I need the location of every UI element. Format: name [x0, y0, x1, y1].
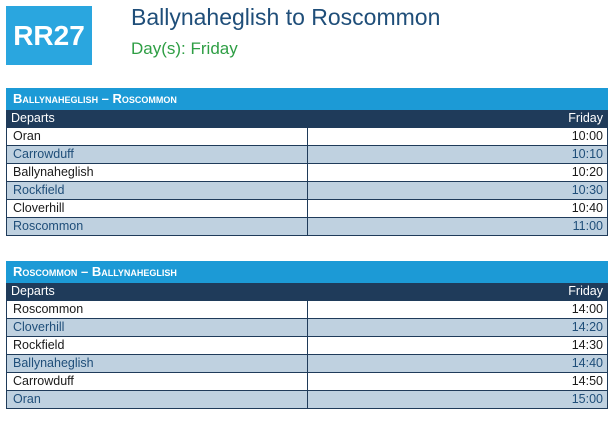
column-header-departs: Departs: [6, 109, 308, 128]
column-header-day: Friday: [307, 109, 608, 128]
stop-name: Rockfield: [6, 181, 308, 200]
stop-name: Carrowduff: [6, 145, 308, 164]
stop-name: Ballynaheglish: [6, 354, 308, 373]
stop-name: Cloverhill: [6, 318, 308, 337]
table-row: Rockfield 14:30: [6, 336, 608, 355]
column-header-day: Friday: [307, 282, 608, 301]
table-row: Ballynaheglish 14:40: [6, 354, 608, 373]
section-title: Roscommon – Ballynaheglish: [6, 261, 608, 283]
departure-time: 10:40: [307, 199, 608, 218]
table-row: Carrowduff 10:10: [6, 145, 608, 164]
table-row: Cloverhill 10:40: [6, 199, 608, 218]
route-code-badge: RR27: [6, 6, 92, 65]
departure-time: 10:30: [307, 181, 608, 200]
table-row: Oran 15:00: [6, 390, 608, 409]
departure-time: 10:10: [307, 145, 608, 164]
section-title: Ballynaheglish – Roscommon: [6, 88, 608, 110]
table-row: Rockfield 10:30: [6, 181, 608, 200]
departure-time: 14:00: [307, 300, 608, 319]
table-row: Roscommon 11:00: [6, 217, 608, 236]
table-row: Roscommon 14:00: [6, 300, 608, 319]
departure-time: 10:00: [307, 127, 608, 146]
departure-time: 11:00: [307, 217, 608, 236]
stop-name: Carrowduff: [6, 372, 308, 391]
service-days: Day(s): Friday: [131, 39, 238, 58]
stop-name: Rockfield: [6, 336, 308, 355]
timetable-outbound: Ballynaheglish – Roscommon Departs Frida…: [6, 88, 608, 236]
stop-name: Oran: [6, 390, 308, 409]
departure-time: 14:30: [307, 336, 608, 355]
table-row: Carrowduff 14:50: [6, 372, 608, 391]
table-row: Ballynaheglish 10:20: [6, 163, 608, 182]
departure-time: 15:00: [307, 390, 608, 409]
page-title: Ballynaheglish to Roscommon: [131, 4, 441, 30]
stop-name: Roscommon: [6, 300, 308, 319]
stop-name: Roscommon: [6, 217, 308, 236]
departure-time: 14:20: [307, 318, 608, 337]
departure-time: 14:40: [307, 354, 608, 373]
departure-time: 10:20: [307, 163, 608, 182]
stop-name: Ballynaheglish: [6, 163, 308, 182]
stop-name: Cloverhill: [6, 199, 308, 218]
table-row: Cloverhill 14:20: [6, 318, 608, 337]
column-header-departs: Departs: [6, 282, 308, 301]
stop-name: Oran: [6, 127, 308, 146]
table-row: Oran 10:00: [6, 127, 608, 146]
timetable-return: Roscommon – Ballynaheglish Departs Frida…: [6, 261, 608, 409]
departure-time: 14:50: [307, 372, 608, 391]
